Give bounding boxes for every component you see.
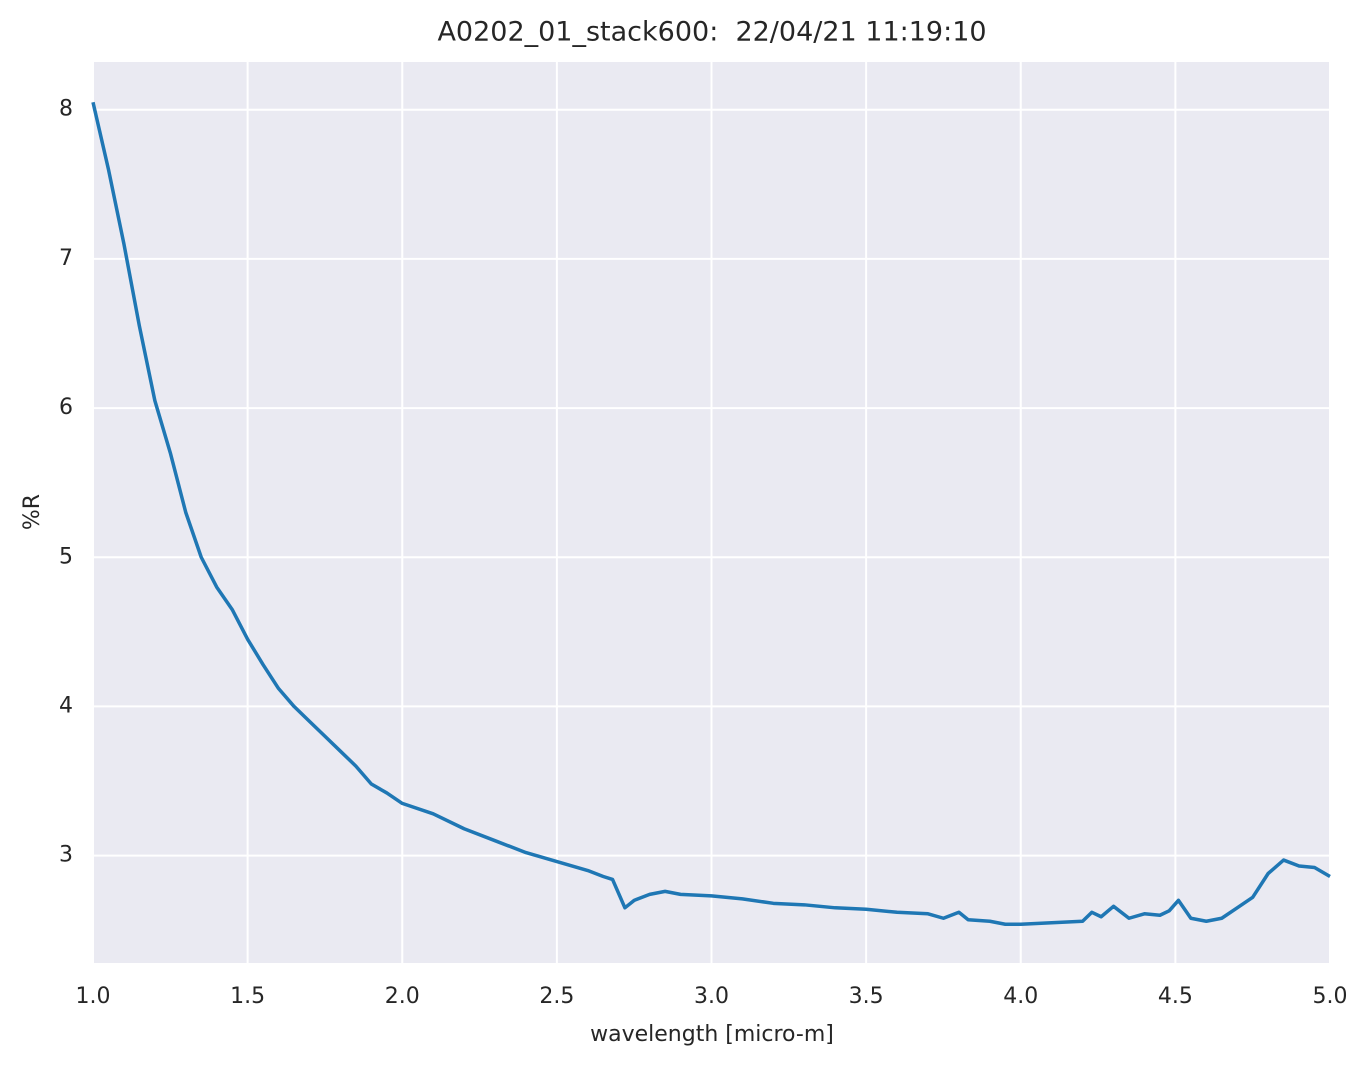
y-tick-label: 5 xyxy=(59,544,73,569)
x-tick-label: 2.5 xyxy=(539,984,574,1009)
x-tick-label: 1.0 xyxy=(76,984,111,1009)
x-tick-label: 4.5 xyxy=(1158,984,1193,1009)
y-tick-label: 6 xyxy=(59,395,73,420)
y-tick-label: 4 xyxy=(59,693,73,718)
y-tick-label: 8 xyxy=(59,97,73,122)
x-tick-label: 5.0 xyxy=(1313,984,1348,1009)
grid xyxy=(92,62,1331,963)
x-tick-label: 1.5 xyxy=(230,984,265,1009)
chart-title: A0202_01_stack600: 22/04/21 11:19:10 xyxy=(437,17,986,48)
y-axis-label: %R xyxy=(20,494,45,530)
x-tick-label: 4.0 xyxy=(1003,984,1038,1009)
x-tick-label: 2.0 xyxy=(385,984,420,1009)
y-tick-label: 7 xyxy=(59,246,73,271)
data-line xyxy=(91,101,1331,926)
x-tick-label: 3.5 xyxy=(849,984,884,1009)
x-tick-label: 3.0 xyxy=(694,984,729,1009)
x-axis-label: wavelength [micro-m] xyxy=(590,1022,834,1047)
y-tick-label: 3 xyxy=(59,843,73,868)
